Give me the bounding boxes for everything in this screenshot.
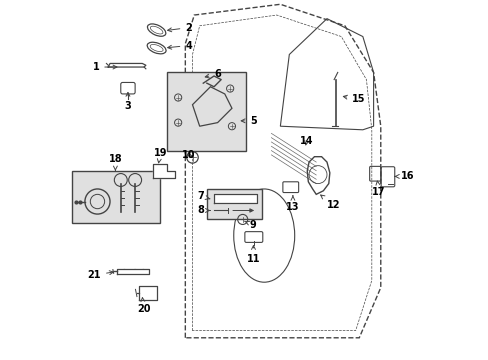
Text: 13: 13	[285, 196, 299, 212]
Text: 17: 17	[371, 181, 385, 197]
Text: 9: 9	[244, 220, 256, 230]
Text: 15: 15	[343, 94, 365, 104]
Text: 11: 11	[246, 246, 260, 264]
Polygon shape	[153, 164, 174, 178]
Polygon shape	[139, 286, 156, 300]
Text: 5: 5	[241, 116, 256, 126]
Text: 3: 3	[124, 93, 131, 111]
Text: 16: 16	[394, 171, 413, 181]
Polygon shape	[117, 269, 149, 274]
Text: 1: 1	[92, 62, 117, 72]
FancyBboxPatch shape	[72, 171, 160, 223]
Text: 19: 19	[153, 148, 166, 163]
Polygon shape	[214, 194, 257, 203]
Text: 10: 10	[182, 149, 195, 159]
Text: 12: 12	[320, 195, 340, 210]
Text: 2: 2	[167, 23, 192, 33]
Text: 18: 18	[108, 154, 122, 170]
Text: 20: 20	[137, 298, 150, 314]
FancyBboxPatch shape	[206, 189, 262, 220]
Text: 14: 14	[300, 136, 313, 145]
Text: 8: 8	[197, 206, 209, 216]
FancyBboxPatch shape	[167, 72, 246, 151]
Text: 4: 4	[167, 41, 192, 50]
Text: 21: 21	[87, 270, 113, 280]
Text: 7: 7	[197, 191, 209, 201]
Text: 6: 6	[205, 69, 220, 79]
Polygon shape	[108, 63, 145, 67]
